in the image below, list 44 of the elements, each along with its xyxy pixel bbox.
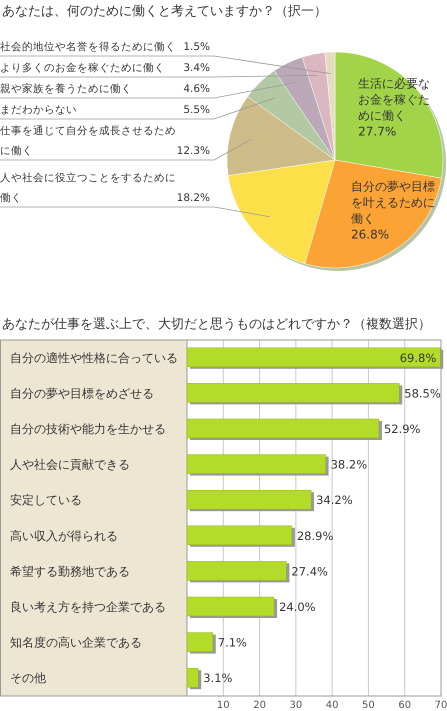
data-label: 38.2% xyxy=(330,458,368,472)
chart-title: あなたは、何のために働くと考えていますか？（択一） xyxy=(2,4,327,19)
slice-label: 社会的地位や名誉を得るために働く xyxy=(0,40,176,53)
x-tick-label: 40 xyxy=(326,700,339,711)
data-label: 1.5% xyxy=(183,41,210,53)
y-tick-label: 知名度の高い企業である xyxy=(10,636,142,650)
slice-label: 仕事を通じて自分を成長させるために働く xyxy=(0,124,176,157)
data-label: 7.1% xyxy=(218,636,248,650)
x-tick-label: 60 xyxy=(398,700,412,711)
y-tick-label: 希望する勤務地である xyxy=(10,564,130,578)
data-label: 27.4% xyxy=(291,564,328,578)
slice-label: まだわからない xyxy=(0,104,77,116)
data-label: 27.7% xyxy=(358,124,396,139)
data-label: 3.4% xyxy=(183,62,210,74)
y-tick-label: その他 xyxy=(10,671,46,686)
slice-label: 人や社会に役立つことをするために働く xyxy=(0,171,176,204)
x-tick-label: 10 xyxy=(216,700,230,711)
data-label: 12.3% xyxy=(176,145,210,157)
y-tick-label: 安定している xyxy=(10,493,82,508)
data-label: 24.0% xyxy=(279,600,316,614)
slice-label: 親や家族を養うために働く xyxy=(0,82,132,95)
x-tick-label: 70 xyxy=(434,700,447,711)
y-tick-label: 人や社会に貢献できる xyxy=(10,458,130,472)
chart-title: あなたが仕事を選ぶ上で、大切だと思うものはどれですか？（複数選択） xyxy=(2,317,431,332)
x-tick-label: 30 xyxy=(289,700,302,711)
data-label: 52.9% xyxy=(384,422,421,436)
data-label: 69.8% xyxy=(400,350,436,365)
data-label: 18.2% xyxy=(176,192,210,204)
data-label: 28.9% xyxy=(296,528,334,543)
slice-label: 自分の夢や目標を叶えるために働く xyxy=(351,179,436,226)
x-tick-label: 50 xyxy=(362,700,375,711)
slice-label: より多くのお金を稼ぐために働く xyxy=(0,61,165,74)
y-tick-label: 高い収入が得られる xyxy=(10,528,118,543)
data-label: 26.8% xyxy=(351,227,390,242)
y-tick-label: 自分の技術や能力を生かせる xyxy=(10,422,166,436)
data-label: 58.5% xyxy=(404,386,441,400)
y-tick-label: 良い考え方を持つ企業である xyxy=(10,600,166,614)
y-tick-label: 自分の適性や性格に合っている xyxy=(10,350,178,365)
data-label: 4.6% xyxy=(183,83,210,95)
data-label: 34.2% xyxy=(316,493,353,508)
data-label: 3.1% xyxy=(203,671,233,686)
y-tick-label: 自分の夢や目標をめざせる xyxy=(10,386,154,400)
data-label: 5.5% xyxy=(183,104,210,116)
x-tick-label: 20 xyxy=(253,700,266,711)
